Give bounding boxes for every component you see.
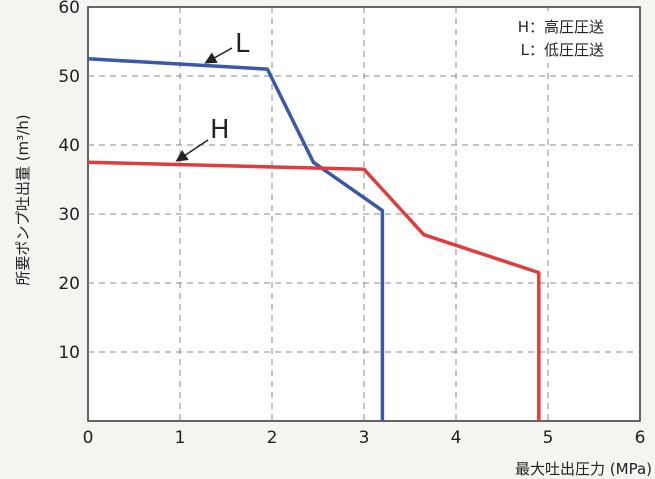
- legend-box: [490, 11, 618, 63]
- y-axis-title: 所要ポンプ吐出量 (m³/h): [14, 114, 32, 285]
- legend-entry-l: L：低圧圧送: [521, 41, 604, 59]
- y-tick-label: 20: [58, 274, 80, 294]
- x-tick-label: 6: [635, 428, 646, 448]
- series-line-l: [87, 57, 385, 421]
- y-tick-label: 30: [58, 205, 80, 225]
- x-tick-label: 2: [267, 428, 278, 448]
- y-tick-label: 50: [58, 67, 80, 87]
- series-label-h: H: [210, 115, 230, 145]
- series-label-arrow: [175, 139, 209, 162]
- series-label-l: L: [235, 29, 250, 59]
- y-tick-labels: 10 20 30 40 50 60: [58, 0, 80, 363]
- series-label-arrow: [204, 47, 233, 64]
- y-tick-label: 60: [58, 0, 80, 18]
- x-tick-label: 4: [451, 428, 462, 448]
- x-tick-label: 0: [83, 428, 94, 448]
- series-line-h: [87, 160, 541, 421]
- x-tick-label: 3: [359, 428, 370, 448]
- x-tick-labels: 0 1 2 3 4 5 6: [83, 428, 646, 448]
- series-layer: [87, 57, 541, 421]
- y-tick-label: 10: [58, 343, 80, 363]
- y-tick-label: 40: [58, 136, 80, 156]
- x-axis-title: 最大吐出圧力 (MPa): [515, 460, 652, 478]
- x-tick-label: 5: [543, 428, 554, 448]
- series-labels: LH: [175, 29, 250, 162]
- legend-entry-h: H：高圧圧送: [518, 18, 604, 36]
- x-tick-label: 1: [175, 428, 186, 448]
